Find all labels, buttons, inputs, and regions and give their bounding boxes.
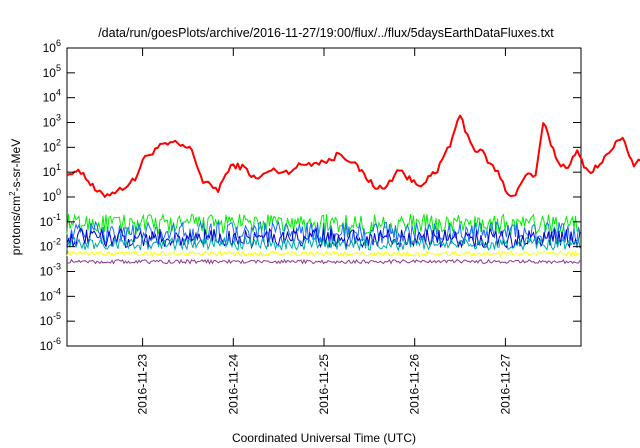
y-tick-label: 100: [43, 187, 61, 204]
series-line-3: [66, 226, 581, 250]
x-tick-label: 2016-11-24: [226, 354, 240, 415]
series-line-red: [66, 114, 640, 198]
series-line-5: [66, 250, 581, 258]
x-tick-label: 2016-11-26: [408, 354, 422, 415]
y-tick-label: 106: [43, 38, 61, 55]
x-axis-label: Coordinated Universal Time (UTC): [232, 431, 416, 445]
y-axis-label-prefix: protons/cm: [9, 196, 23, 255]
series-group: [66, 114, 640, 265]
x-tick-label: 2016-11-23: [136, 354, 150, 415]
y-tick-label: 10-4: [40, 286, 61, 303]
x-tick-label: 2016-11-27: [498, 354, 512, 415]
y-axis-label: protons/cm2-s-sr-MeV: [8, 139, 23, 255]
series-line-1: [66, 213, 581, 236]
y-tick-label: 10-5: [40, 311, 61, 328]
y-tick-label: 10-3: [40, 262, 61, 279]
series-line-4: [66, 236, 581, 252]
y-tick-label: 105: [43, 63, 61, 80]
y-tick-label: 10-6: [40, 336, 61, 353]
y-axis-label-superscript: 2: [8, 191, 17, 196]
series-line-6: [66, 258, 581, 265]
y-tick-label: 10-2: [40, 237, 61, 254]
y-axis: 10-6 10-5 10-4 10-3 10-2 10-1 100 101 102 103 104 1…: [40, 38, 581, 353]
x-axis: 2016-11-23 2016-11-24 2016-11-25 2016-11-26…: [136, 48, 512, 415]
y-tick-label: 10-1: [40, 212, 61, 229]
chart-title: /data/run/goesPlots/archive/2016-11-27/1…: [98, 26, 554, 40]
y-tick-label: 103: [43, 113, 61, 130]
y-tick-label: 104: [43, 88, 61, 105]
series-line-2: [66, 220, 581, 246]
y-axis-label-suffix: -s-sr-MeV: [9, 139, 23, 192]
y-tick-label: 101: [43, 162, 61, 179]
x-tick-label: 2016-11-25: [317, 354, 331, 415]
plot-area-frame: [66, 47, 582, 347]
y-tick-label: 102: [43, 137, 61, 154]
